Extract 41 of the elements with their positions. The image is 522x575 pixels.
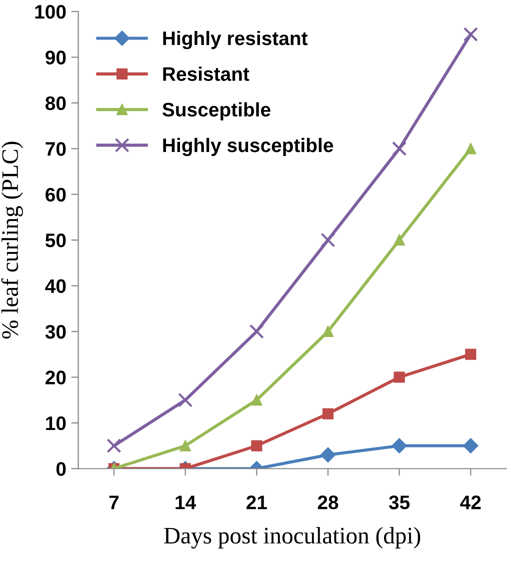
- y-tick-label: 70: [46, 142, 66, 156]
- x-tick-label: 7: [109, 496, 119, 510]
- x-tick-label: 28: [318, 496, 338, 510]
- y-axis-title: % leaf curling (PLC): [1, 142, 23, 339]
- y-tick-label: 60: [46, 188, 66, 202]
- point: [320, 447, 336, 462]
- point: [249, 324, 264, 339]
- point: [322, 408, 334, 420]
- y-tick-label: 90: [46, 50, 66, 64]
- point: [465, 348, 476, 360]
- point: [392, 141, 407, 156]
- point: [251, 394, 262, 406]
- y-tick-label: 50: [45, 234, 66, 248]
- legend-label: Susceptible: [162, 102, 270, 120]
- y-tick-label: 30: [45, 324, 66, 339]
- x-tick-label: 21: [246, 496, 267, 510]
- y-tick-label: 0: [56, 462, 66, 476]
- point: [394, 372, 405, 383]
- point: [322, 326, 334, 338]
- legend-label: Highly resistant: [163, 30, 308, 50]
- y-tick-label: 10: [46, 416, 66, 430]
- point: [106, 438, 122, 454]
- x-axis-title: Days post inoculation (dpi): [164, 527, 420, 549]
- y-tick-label: 80: [45, 96, 66, 110]
- point: [465, 143, 476, 154]
- x-tick-label: 42: [460, 496, 481, 510]
- y-tick-label: 40: [45, 279, 66, 294]
- point: [463, 27, 478, 42]
- point: [392, 438, 407, 454]
- point: [463, 438, 478, 454]
- x-tick-label: 14: [176, 496, 196, 510]
- legend-label: Resistant: [163, 66, 250, 81]
- point: [178, 392, 193, 408]
- y-tick-label: 20: [46, 370, 66, 384]
- point: [251, 440, 262, 452]
- point: [394, 234, 405, 246]
- x-tick-label: 35: [388, 496, 410, 510]
- y-tick-label: 100: [35, 4, 66, 19]
- legend-label: Highly susceptible: [163, 138, 334, 156]
- point: [320, 232, 336, 248]
- point: [180, 440, 191, 452]
